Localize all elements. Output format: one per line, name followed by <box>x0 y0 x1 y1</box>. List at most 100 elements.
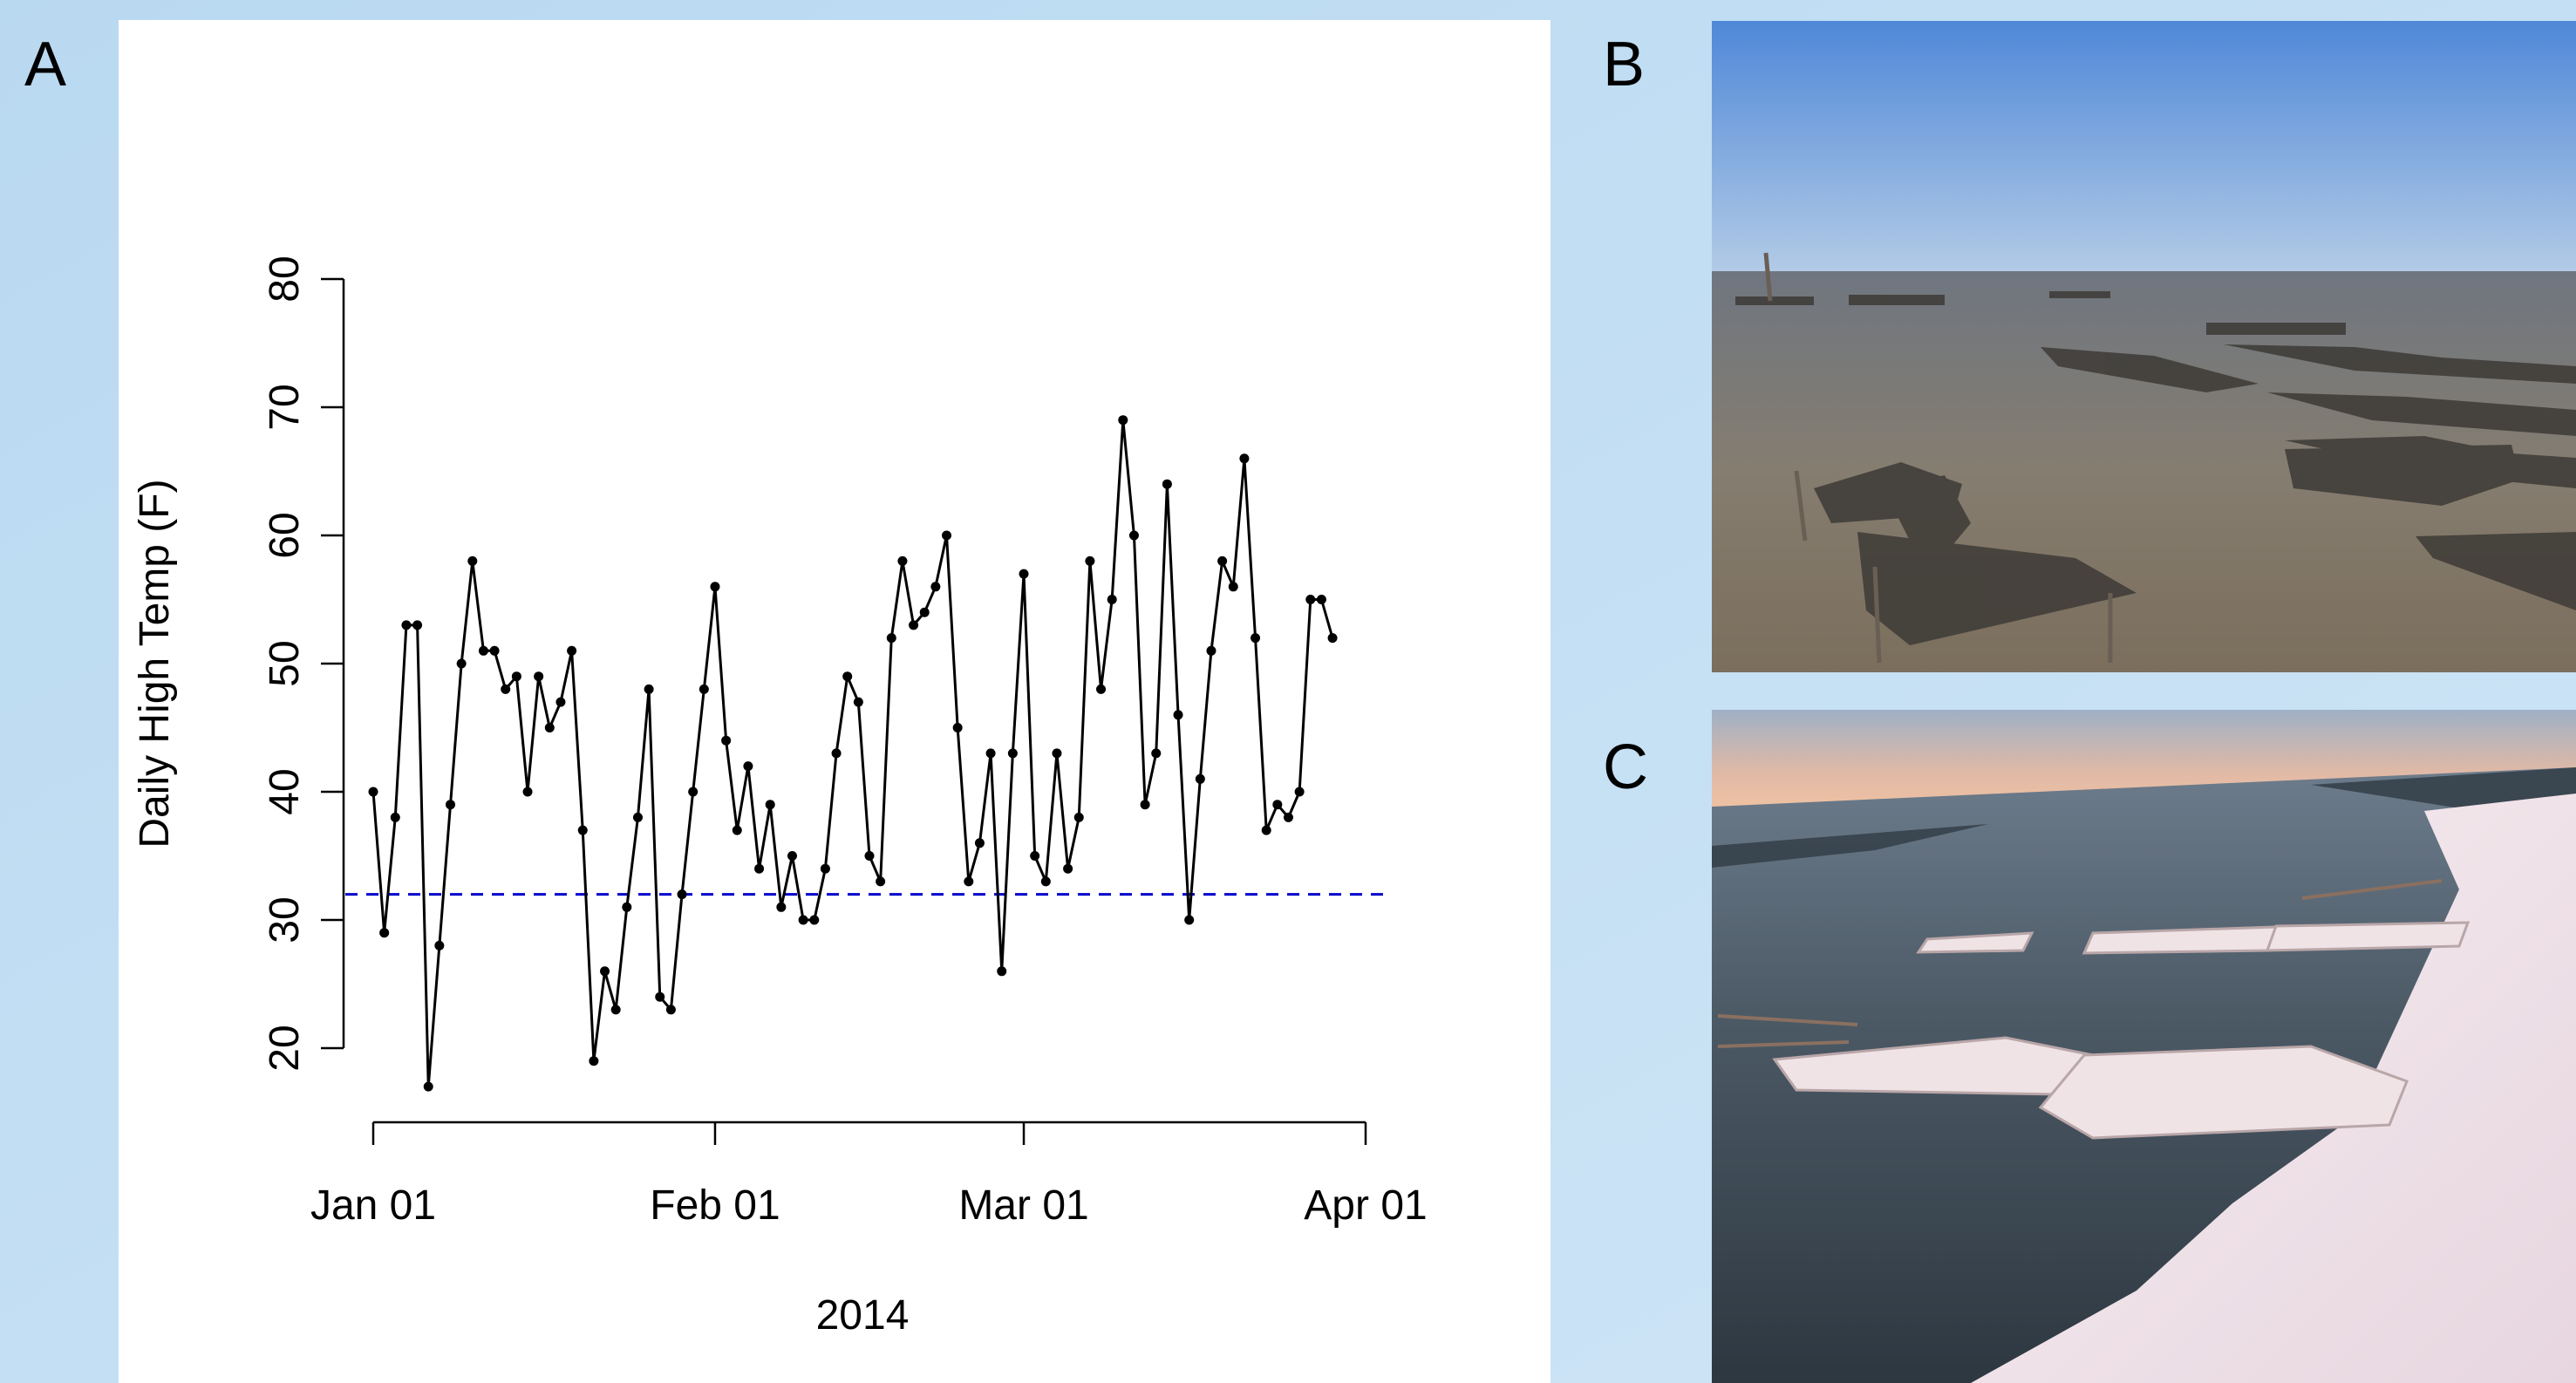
panel-letter: C <box>1603 732 1648 802</box>
data-point <box>1063 863 1073 874</box>
data-point <box>489 645 500 656</box>
x-tick-label: Apr 01 <box>1304 1182 1427 1229</box>
data-point <box>765 800 775 810</box>
data-point <box>401 620 412 630</box>
data-point <box>1073 812 1084 822</box>
data-point <box>820 863 830 874</box>
data-point <box>1107 595 1117 604</box>
data-point <box>577 825 588 835</box>
data-point <box>909 620 919 630</box>
data-point <box>688 787 699 797</box>
data-point <box>1151 748 1162 759</box>
data-point <box>423 1081 433 1092</box>
data-point <box>798 915 808 925</box>
x-tick-label: Mar 01 <box>958 1182 1088 1229</box>
data-point <box>964 876 974 887</box>
data-point <box>1030 851 1040 861</box>
data-point <box>1316 595 1326 604</box>
y-tick-label: 80 <box>262 255 308 302</box>
data-point <box>1305 595 1316 604</box>
data-point <box>655 991 665 1002</box>
data-point <box>544 723 555 732</box>
y-tick-label: 50 <box>262 640 308 686</box>
data-point <box>842 671 853 682</box>
data-point <box>589 1056 599 1066</box>
data-point <box>478 645 488 656</box>
data-point <box>809 915 820 925</box>
data-point <box>1283 812 1293 822</box>
data-point <box>1052 748 1062 759</box>
chart: 20 30 40 50 60 70 80 Daily High Temp (F) Jan 01 F… <box>132 255 1428 1339</box>
x-axis-label: 2014 <box>816 1292 910 1339</box>
y-tick-label: 40 <box>262 768 308 814</box>
x-tick-label: Feb 01 <box>650 1182 780 1229</box>
data-point <box>1239 453 1250 464</box>
data-point <box>1228 582 1238 592</box>
data-point <box>434 940 445 950</box>
data-point <box>919 607 930 617</box>
data-point <box>567 645 577 656</box>
data-point <box>974 838 985 848</box>
data-point <box>610 1005 621 1015</box>
data-point <box>710 582 720 592</box>
data-point <box>1195 773 1205 784</box>
data-point <box>876 876 886 887</box>
data-point <box>677 889 687 900</box>
data-point <box>622 902 632 912</box>
data-point <box>754 863 765 874</box>
data-point <box>864 851 875 861</box>
data-point <box>1251 633 1261 644</box>
photo-c <box>1712 710 2576 1383</box>
data-point <box>897 555 908 566</box>
data-point <box>522 787 533 797</box>
panel-letter: A <box>24 30 66 99</box>
data-point <box>1019 569 1029 579</box>
plot-panel <box>119 20 1550 1383</box>
panel-letter: B <box>1603 30 1645 99</box>
data-point <box>1118 415 1128 426</box>
data-point <box>1162 479 1172 489</box>
data-point <box>1327 633 1338 644</box>
data-point <box>732 825 742 835</box>
data-point <box>600 966 610 977</box>
data-point <box>1217 555 1228 566</box>
data-point <box>1085 555 1095 566</box>
data-point <box>1272 800 1283 810</box>
y-tick-label: 60 <box>262 512 308 558</box>
data-point <box>390 812 400 822</box>
data-point <box>743 761 753 772</box>
data-point <box>1261 825 1271 835</box>
data-point <box>985 748 996 759</box>
y-tick-label: 30 <box>262 896 308 943</box>
data-point <box>942 530 952 541</box>
data-point <box>699 684 709 694</box>
data-point <box>644 684 654 694</box>
data-point <box>1173 710 1183 720</box>
data-point <box>997 966 1007 977</box>
y-tick-label: 20 <box>262 1025 308 1071</box>
data-point <box>501 684 511 694</box>
data-point <box>555 697 566 707</box>
data-line <box>371 419 1334 1088</box>
data-point <box>853 697 863 707</box>
data-point <box>446 800 456 810</box>
data-point <box>379 928 390 938</box>
data-point <box>412 620 423 630</box>
data-point <box>776 902 787 912</box>
photo-b <box>1712 21 2576 672</box>
data-point <box>467 555 478 566</box>
data-point <box>1040 876 1051 887</box>
data-point <box>930 582 941 592</box>
data-point <box>368 787 378 797</box>
x-tick-label: Jan 01 <box>310 1182 436 1229</box>
data-point <box>1007 748 1018 759</box>
data-point <box>831 748 842 759</box>
data-point <box>511 671 521 682</box>
data-point <box>721 735 732 746</box>
data-point <box>1184 915 1195 925</box>
data-point <box>1140 800 1150 810</box>
data-point <box>1096 684 1107 694</box>
data-point <box>632 812 643 822</box>
data-point <box>1294 787 1305 797</box>
